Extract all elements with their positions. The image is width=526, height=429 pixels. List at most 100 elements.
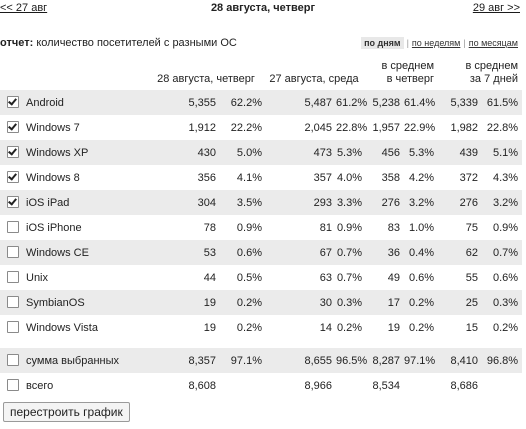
row-visitors-v1: 78 <box>150 215 220 240</box>
row-checkbox[interactable] <box>7 271 19 283</box>
report-label: отчет: <box>0 37 34 49</box>
col-header-avg-weekday-line2: в четверг <box>386 73 435 85</box>
row-visitors-v1: 430 <box>150 140 220 165</box>
col-header-avg-7days-line2: за 7 дней <box>469 73 519 85</box>
table-row: сумма выбранных 8,357 97.1% 8,655 96.5% 8,287… <box>0 348 523 373</box>
row-visitors-v1: 8,357 <box>150 348 220 373</box>
row-os-name: всего <box>24 373 150 398</box>
row-percent-p2: 61.2% <box>336 90 367 115</box>
row-percent-p3: 61.4% <box>404 90 439 115</box>
row-checkbox[interactable] <box>7 354 19 366</box>
row-percent-p4: 3.2% <box>482 190 523 215</box>
row-visitors-v1: 44 <box>150 265 220 290</box>
row-percent-p1: 0.2% <box>220 290 266 315</box>
row-checkbox[interactable] <box>7 296 19 308</box>
row-visitors-v4: 62 <box>438 240 483 265</box>
row-percent-p1: 5.0% <box>220 140 266 165</box>
header-name-col <box>24 53 150 90</box>
row-checkbox-cell <box>0 190 24 215</box>
row-visitors-v4: 75 <box>438 215 483 240</box>
col-header-avg-weekday: в среднем в четверг <box>366 53 439 90</box>
row-os-name: сумма выбранных <box>24 348 150 373</box>
row-os-name: Android <box>24 90 150 115</box>
row-os-name: Windows 7 <box>24 115 150 140</box>
row-os-name: Windows CE <box>24 240 150 265</box>
row-visitors-v3: 17 <box>366 290 405 315</box>
row-percent-p3: 0.6% <box>404 265 439 290</box>
period-day[interactable]: по дням <box>361 37 404 49</box>
row-checkbox[interactable] <box>7 321 19 333</box>
row-checkbox[interactable] <box>7 146 19 158</box>
row-visitors-v3: 8,534 <box>366 373 405 398</box>
row-checkbox[interactable] <box>7 196 19 208</box>
row-visitors-v4: 439 <box>438 140 483 165</box>
row-visitors-v2: 473 <box>266 140 336 165</box>
row-visitors-v4: 55 <box>438 265 483 290</box>
row-visitors-v1: 19 <box>150 315 220 340</box>
row-visitors-v3: 49 <box>366 265 405 290</box>
row-visitors-v2: 81 <box>266 215 336 240</box>
row-checkbox[interactable] <box>7 246 19 258</box>
row-visitors-v1: 304 <box>150 190 220 215</box>
row-visitors-v1: 1,912 <box>150 115 220 140</box>
row-percent-p3: 3.2% <box>404 190 439 215</box>
row-checkbox-cell <box>0 348 24 373</box>
row-visitors-v4: 15 <box>438 315 483 340</box>
row-visitors-v3: 1,957 <box>366 115 405 140</box>
rebuild-chart-button[interactable]: перестроить график <box>3 402 130 422</box>
row-percent-p3: 97.1% <box>404 348 439 373</box>
row-visitors-v1: 5,355 <box>150 90 220 115</box>
row-visitors-v2: 8,966 <box>266 373 336 398</box>
row-os-name: SymbianOS <box>24 290 150 315</box>
table-row: Windows 8 356 4.1% 357 4.0% 358 4.2% 372 4.3% <box>0 165 523 190</box>
row-visitors-v3: 36 <box>366 240 405 265</box>
period-week-link[interactable]: по неделям <box>411 38 461 48</box>
table-body: Android 5,355 62.2% 5,487 61.2% 5,238 61.4% 5,3… <box>0 90 523 398</box>
row-percent-p4: 0.7% <box>482 240 523 265</box>
row-checkbox-cell <box>0 290 24 315</box>
table-row: iOS iPad 304 3.5% 293 3.3% 276 3.2% 276 3.2% <box>0 190 523 215</box>
row-percent-p2: 3.3% <box>336 190 367 215</box>
row-percent-p3: 0.2% <box>404 315 439 340</box>
row-checkbox[interactable] <box>7 221 19 233</box>
row-percent-p1: 0.6% <box>220 240 266 265</box>
row-os-name: Windows XP <box>24 140 150 165</box>
prev-day-link[interactable]: << 27 авг <box>0 2 48 14</box>
row-checkbox[interactable] <box>7 379 19 391</box>
row-percent-p1: 3.5% <box>220 190 266 215</box>
row-visitors-v2: 8,655 <box>266 348 336 373</box>
row-percent-p2: 96.5% <box>336 348 367 373</box>
row-percent-p2 <box>336 373 367 398</box>
row-percent-p1: 22.2% <box>220 115 266 140</box>
current-date-title: 28 августа, четверг <box>210 2 316 14</box>
row-percent-p3: 22.9% <box>404 115 439 140</box>
row-checkbox[interactable] <box>7 96 19 108</box>
period-month-link[interactable]: по месяцам <box>468 38 518 48</box>
period-switcher: по дням | по неделям | по месяцам <box>361 37 518 49</box>
row-visitors-v4: 8,410 <box>438 348 483 373</box>
row-checkbox-cell <box>0 265 24 290</box>
row-os-name: Windows Vista <box>24 315 150 340</box>
row-visitors-v4: 25 <box>438 290 483 315</box>
row-percent-p3: 1.0% <box>404 215 439 240</box>
row-checkbox[interactable] <box>7 171 19 183</box>
header-checkbox-col <box>0 53 24 90</box>
row-os-name: Windows 8 <box>24 165 150 190</box>
row-checkbox[interactable] <box>7 121 19 133</box>
os-stats-table: 28 августа, четверг 27 августа, среда в … <box>0 53 523 398</box>
row-checkbox-cell <box>0 240 24 265</box>
period-separator: | <box>463 38 466 48</box>
row-percent-p1: 62.2% <box>220 90 266 115</box>
row-percent-p2: 5.3% <box>336 140 367 165</box>
row-visitors-v3: 276 <box>366 190 405 215</box>
row-percent-p4: 0.3% <box>482 290 523 315</box>
next-day-link[interactable]: 29 авг >> <box>472 2 520 14</box>
row-percent-p2: 0.9% <box>336 215 367 240</box>
table-row: Android 5,355 62.2% 5,487 61.2% 5,238 61.4% 5,3… <box>0 90 523 115</box>
row-checkbox-cell <box>0 373 24 398</box>
row-percent-p2: 0.3% <box>336 290 367 315</box>
row-percent-p1: 97.1% <box>220 348 266 373</box>
row-percent-p4: 4.3% <box>482 165 523 190</box>
table-row: Windows Vista 19 0.2% 14 0.2% 19 0.2% 15 0.2% <box>0 315 523 340</box>
row-percent-p1: 0.9% <box>220 215 266 240</box>
